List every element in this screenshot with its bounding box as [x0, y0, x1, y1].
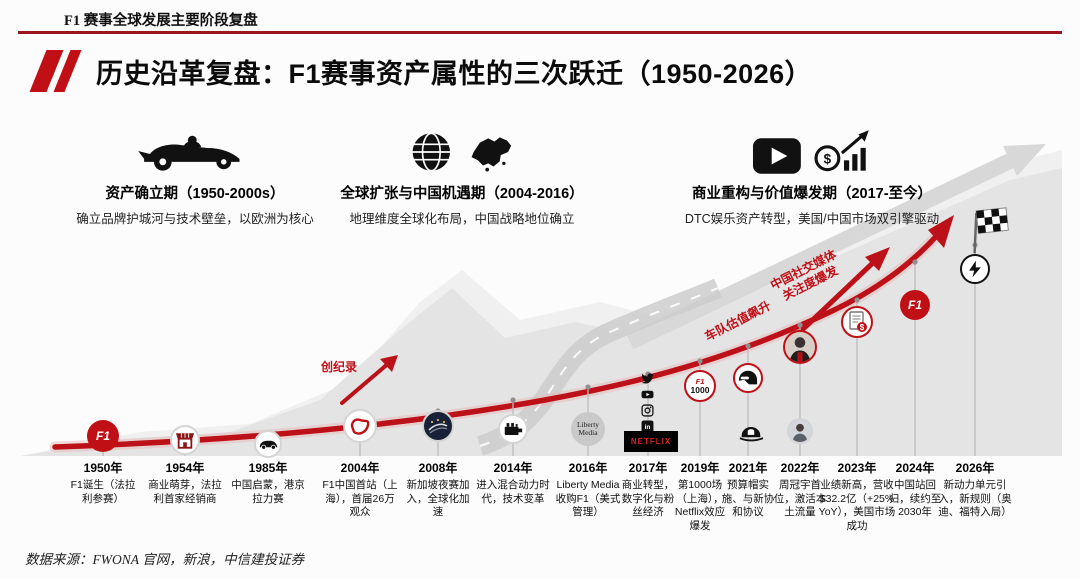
document-dollar-icon: $ [849, 311, 867, 332]
svg-text:in: in [645, 424, 651, 431]
gray-growth-arrow [626, 152, 1016, 350]
milestone-2008: 2008年 新加坡夜赛加入，全球化加速 [406, 461, 470, 519]
milestone-1950: 1950年 F1诞生（法拉利参赛） [70, 461, 136, 505]
globe-icon [412, 132, 450, 172]
race-track-icon [350, 418, 370, 435]
milestone-2026: 2026年 新动力单元引入，新规则（奥迪、福特入局） [938, 461, 1012, 519]
youtube-icon [641, 388, 654, 401]
record-arrowhead [380, 355, 398, 372]
play-button-icon [752, 138, 801, 174]
phase-desc: 确立品牌护城河与技术壁垒，以欧洲为核心 [76, 212, 314, 226]
mountain-front [20, 168, 1062, 456]
car-icon [259, 440, 277, 450]
night-race-icon [428, 419, 448, 434]
node-2016-liberty-media-logo: Liberty Media [571, 412, 605, 446]
milestone-2022: 2022年 周冠宇首位，激活本土流量 [773, 461, 827, 519]
milestone-2023: 2023年 业绩新高，营收$32.2亿（+25% YoY），美国市场成功 [818, 461, 896, 532]
milestone-1985: 1985年 中国启蒙，港京拉力赛 [231, 461, 305, 505]
node-2004-shanghai-circuit-icon [343, 409, 377, 443]
china-map-icon [471, 137, 511, 172]
record-arrow [340, 360, 392, 405]
twitter-icon [641, 372, 654, 385]
phase-global-expansion: 全球扩张与中国机遇期（2004-2016） 地理维度全球化布局，中国战略地位确立 [340, 118, 584, 227]
dollar-growth-icon: $ [814, 130, 869, 172]
phase-title: 商业重构与价值爆发期（2017-至今） [691, 186, 933, 202]
title-row: 历史沿革复盘：F1赛事资产属性的三次跃迁（1950-2026） [29, 50, 813, 92]
phase-title: 资产确立期（1950-2000s） [105, 186, 285, 202]
milestone-2024: 2024年 中国站回归，续约至2030年 [888, 461, 942, 519]
budget-cap-icon [738, 424, 764, 443]
node-2022-portrait-photo [787, 418, 813, 444]
phase-desc: 地理维度全球化布局，中国战略地位确立 [349, 212, 575, 226]
node-2019-f1-1000th-race-icon: F1 1000 [684, 370, 716, 402]
phase-title: 全球扩张与中国机遇期（2004-2016） [340, 186, 584, 202]
red-surge-arrowhead [865, 247, 890, 271]
node-1954-dealership-icon [170, 425, 200, 455]
phase-asset-establishment: 资产确立期（1950-2000s） 确立品牌护城河与技术壁垒，以欧洲为核心 [76, 118, 314, 227]
page-title: 历史沿革复盘：F1赛事资产属性的三次跃迁（1950-2026） [96, 58, 813, 89]
lightning-bolt-icon [969, 260, 981, 278]
driver-silhouette-icon [789, 337, 811, 362]
svg-text:$: $ [824, 151, 832, 166]
gray-arrowhead [1003, 144, 1046, 176]
node-2024-f1-logo-icon: F1 [900, 290, 930, 320]
milestone-2004: 2004年 F1中国首站（上海），首届26万观众 [322, 461, 398, 519]
header-rule [18, 31, 1062, 34]
milestone-2014: 2014年 进入混合动力时代，技术变革 [476, 461, 550, 505]
race-road-centerline [479, 287, 719, 447]
red-curve [52, 229, 943, 450]
node-2026-power-unit-icon [960, 254, 990, 284]
phase-value-explosion: $ 商业重构与价值爆发期（2017-至今） DTC娱乐资产转型，美国/中国市场双… [685, 118, 939, 227]
engine-icon [504, 422, 523, 435]
portrait-silhouette-icon [792, 423, 808, 442]
red-curve-arrowhead [928, 215, 954, 248]
svg-text:$: $ [860, 323, 865, 332]
milestone-2019: 2019年 第1000场（上海），Netflix效应爆发 [674, 461, 726, 532]
annotation-record: 创纪录 [320, 360, 357, 374]
instagram-icon [641, 404, 654, 417]
milestone-2021: 2021年 预算帽实施、与新协和协议 [721, 461, 775, 519]
racing-helmet-icon [738, 370, 758, 385]
report-kicker: F1 赛事全球发展主要阶段复盘 [64, 13, 258, 29]
vintage-race-car-icon [137, 135, 240, 171]
checkered-flag-icon [973, 207, 1009, 254]
phase-desc: DTC娱乐资产转型，美国/中国市场双引擎驱动 [684, 212, 940, 226]
red-surge-arrow [797, 255, 881, 335]
milestone-2017: 2017年 商业转型，数字化与粉丝经济 [621, 461, 675, 519]
node-2014-hybrid-engine-icon [498, 414, 528, 444]
node-2021-helmet-icon [733, 363, 763, 393]
node-2022-driver-photo [783, 330, 817, 364]
storefront-icon [175, 432, 195, 449]
node-1950-f1-logo-icon: F1 [87, 420, 119, 452]
milestone-1954: 1954年 商业萌芽，法拉利首家经销商 [148, 461, 222, 505]
node-2008-night-race-icon [422, 410, 454, 442]
netflix-logo: NETFLIX [624, 431, 678, 452]
source-note: 数据来源：FWONA 官网，新浪，中信建投证券 [25, 552, 305, 567]
milestone-2016: 2016年 Liberty Media收购F1（美式管理） [555, 461, 621, 519]
node-2023-revenue-report-icon: $ [841, 306, 873, 338]
linkedin-icon: in [641, 420, 654, 433]
node-1985-rally-car-icon [254, 430, 282, 458]
